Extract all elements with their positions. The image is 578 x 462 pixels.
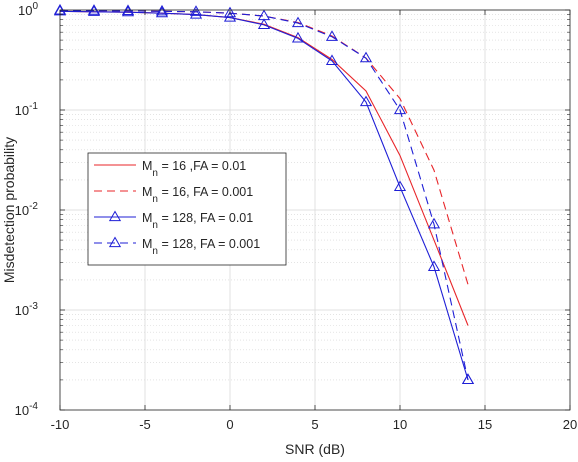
series-point: [427, 217, 441, 229]
x-tick-label: 15: [478, 417, 492, 432]
series-point: [189, 8, 203, 19]
legend-label: Mn = 128, FA = 0.001: [142, 237, 260, 257]
legend-item: Mn = 16 ,FA = 0.01: [94, 159, 246, 179]
x-tick-label: 0: [226, 417, 233, 432]
series-point: [155, 6, 169, 18]
x-tick-label: 20: [563, 417, 577, 432]
legend-item: Mn = 16, FA = 0.001: [94, 185, 253, 205]
series-point: [359, 95, 373, 107]
y-tick-label: 10-2: [15, 201, 39, 218]
series-line: [59, 10, 469, 381]
y-axis-label: Misdetection probability: [1, 137, 17, 283]
x-tick-label: -10: [51, 417, 70, 432]
series-layer: [53, 3, 475, 384]
y-tick-exponent: -1: [29, 101, 38, 112]
y-tick-label: 10-1: [15, 101, 39, 118]
x-tick-label: 10: [393, 417, 407, 432]
legend-marker: [108, 236, 122, 248]
series-point: [189, 5, 203, 16]
series-point: [325, 54, 339, 65]
y-tick-labels: 100 10-1 10-2 10-3 10-4: [15, 1, 39, 418]
x-tick-labels: -10 -5 0 5 10 15 20: [51, 417, 578, 432]
series-point: [359, 51, 373, 63]
x-axis-label: SNR (dB): [285, 441, 345, 457]
y-tick-label: 10-3: [15, 301, 39, 318]
series-point: [257, 9, 271, 21]
y-tick-exponent: -4: [29, 401, 38, 412]
legend-label: Mn = 16, FA = 0.001: [142, 185, 253, 205]
series-point: [291, 16, 305, 28]
legend-item: Mn = 128, FA = 0.01: [94, 210, 253, 231]
series-point: [461, 373, 475, 384]
series-line: [59, 9, 469, 381]
legend-marker: [108, 210, 122, 222]
legend-label: Mn = 16 ,FA = 0.01: [142, 159, 246, 179]
x-tick-label: 5: [311, 417, 318, 432]
y-tick-exponent: -2: [29, 201, 38, 212]
series-point: [325, 30, 339, 41]
legend-label: Mn = 128, FA = 0.01: [142, 211, 253, 231]
axis-ticks: [59, 9, 571, 411]
y-tick-label: 100: [18, 1, 38, 18]
series-point: [223, 6, 237, 18]
y-tick-exponent: -3: [29, 301, 38, 312]
series-point: [393, 103, 407, 115]
x-tick-label: -5: [139, 417, 151, 432]
series-point: [427, 260, 441, 271]
series-point: [291, 31, 305, 43]
legend-item: Mn = 128, FA = 0.001: [94, 236, 260, 257]
legend: Mn = 16 ,FA = 0.01 Mn = 16, FA = 0.001 Mn …: [87, 152, 287, 266]
series-point: [257, 18, 271, 29]
legend-box: [87, 152, 287, 266]
series-point: [393, 180, 407, 192]
y-tick-label: 10-4: [15, 401, 39, 418]
y-tick-exponent: 0: [32, 1, 38, 12]
